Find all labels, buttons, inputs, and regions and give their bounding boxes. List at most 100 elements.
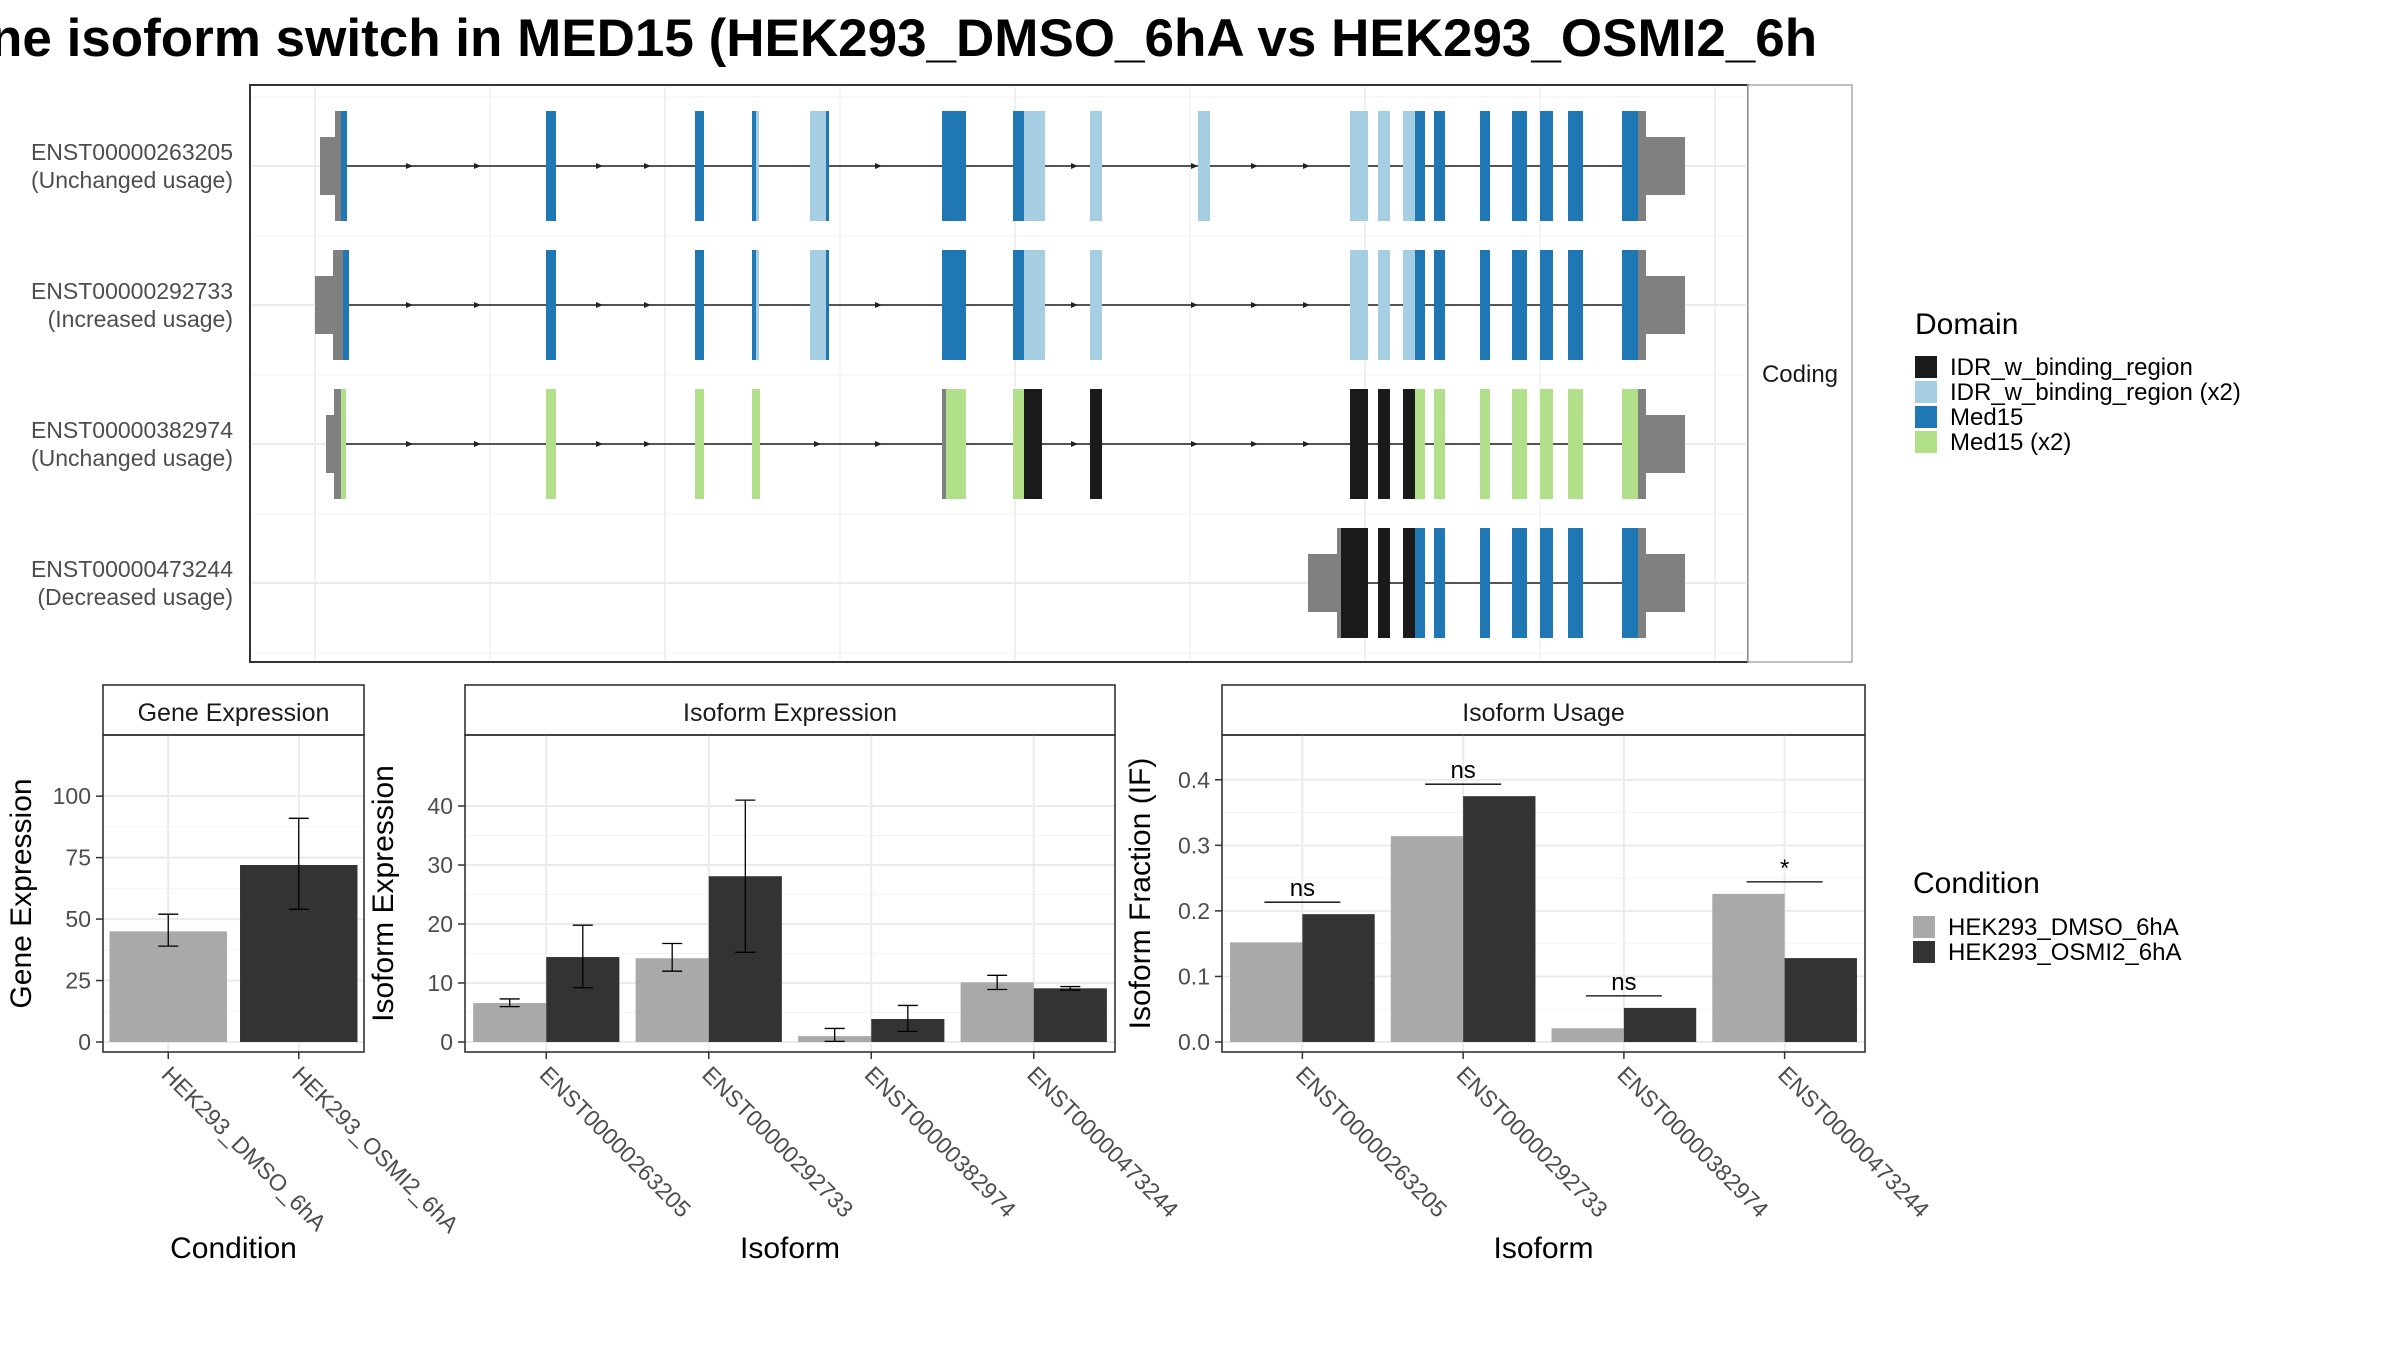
transcript-status-label: (Unchanged usage) — [31, 445, 233, 471]
exon-utr — [1638, 389, 1646, 499]
domain-legend-swatch — [1915, 381, 1937, 403]
bar — [635, 958, 709, 1042]
exon-med15 — [1622, 250, 1638, 360]
strand-arrow — [875, 163, 882, 169]
domain-legend-swatch — [1915, 406, 1937, 428]
strand-arrow — [474, 441, 481, 447]
main-title: ne isoform switch in MED15 (HEK293_DMSO_… — [0, 9, 1817, 68]
chart-panel: Isoform Usage ns ns ns * 0.0 0.1 0.2 0.3 0.4 ENST0… — [1124, 684, 1934, 1265]
strand-arrow — [1191, 441, 1198, 447]
exon-med15 — [1480, 250, 1490, 360]
utr5-block — [1337, 528, 1341, 638]
transcript-row: ENST00000382974(Unchanged usage) — [31, 389, 1685, 499]
bar — [1463, 796, 1536, 1042]
exon-idr — [1350, 389, 1368, 499]
transcript-status-label: (Decreased usage) — [37, 584, 233, 610]
exon-idr-x2 — [756, 250, 759, 360]
y-tick-label: 0.0 — [1178, 1029, 1210, 1055]
exon-med15 — [1013, 111, 1024, 221]
bar — [1230, 942, 1303, 1042]
exon-med15-x2 — [341, 389, 346, 499]
y-tick-label: 20 — [427, 911, 453, 937]
utr5-block — [333, 250, 343, 360]
domain-legend-label: Med15 (x2) — [1950, 429, 2071, 456]
exon-med15 — [1434, 528, 1445, 638]
bar — [1623, 1007, 1697, 1042]
transcript-id-label: ENST00000263205 — [31, 139, 233, 165]
strand-arrow — [1191, 163, 1198, 169]
strand-arrow — [644, 163, 651, 169]
exon-med15 — [343, 250, 349, 360]
y-axis-title: Gene Expression — [5, 778, 38, 1008]
strand-arrow — [875, 302, 882, 308]
bar — [473, 1003, 547, 1042]
significance-label: * — [1780, 855, 1789, 882]
x-tick-label: ENST00000473244 — [1773, 1061, 1934, 1222]
bar — [1551, 1028, 1624, 1042]
exon-med15 — [546, 250, 556, 360]
exon-idr-x2 — [1198, 111, 1210, 221]
exon-idr-x2 — [756, 111, 759, 221]
exon-idr — [1341, 528, 1368, 638]
utr5-block — [315, 276, 333, 334]
error-bar — [288, 817, 309, 910]
chart-panel: Isoform Expression 0 10 20 30 40 ENST000002632… — [367, 684, 1184, 1265]
error-bar — [572, 924, 593, 989]
exon-med15-x2 — [946, 389, 966, 499]
exon-idr — [1090, 389, 1102, 499]
exon-med15 — [752, 250, 756, 360]
exon-med15 — [546, 111, 556, 221]
exon-med15 — [942, 111, 966, 221]
utr3-block — [1646, 137, 1685, 195]
chart-panel-border — [1221, 734, 1866, 1053]
bar — [1302, 914, 1375, 1042]
x-tick-label: ENST00000473244 — [1022, 1061, 1183, 1222]
bar — [1033, 988, 1107, 1042]
exon-idr — [1403, 528, 1415, 638]
exon-idr-x2 — [1024, 111, 1045, 221]
significance-label: ns — [1450, 757, 1475, 784]
exon-med15-x2 — [695, 389, 704, 499]
chart-panel-border — [102, 734, 365, 1053]
strand-arrow — [1071, 163, 1078, 169]
utr3-block — [1646, 415, 1685, 473]
structure-panel-border — [249, 84, 1749, 663]
exon-med15 — [826, 111, 829, 221]
x-tick-label: ENST00000263205 — [1291, 1061, 1452, 1222]
x-axis-title: Condition — [170, 1232, 297, 1265]
exon-med15 — [752, 111, 756, 221]
chart-title: Isoform Expression — [683, 699, 897, 727]
charts: Gene Expression0255075100HEK293_DMSO_6hA… — [5, 684, 1934, 1265]
y-axis-title: Isoform Expression — [367, 765, 400, 1022]
transcript-id-label: ENST00000473244 — [31, 556, 233, 582]
y-tick-label: 50 — [65, 906, 91, 932]
strand-arrow — [406, 441, 413, 447]
exon-med15-x2 — [1568, 389, 1583, 499]
y-tick-label: 40 — [427, 793, 453, 819]
exon-med15-x2 — [1540, 389, 1553, 499]
condition-legend-title: Condition — [1913, 867, 2040, 900]
chart-strip — [1221, 684, 1866, 736]
strand-arrow — [875, 441, 882, 447]
strand-arrow — [644, 441, 651, 447]
utr5-block — [335, 111, 341, 221]
significance-label: ns — [1611, 969, 1636, 996]
exon-med15 — [1568, 111, 1583, 221]
y-tick-label: 0.1 — [1178, 963, 1210, 989]
exon-idr-x2 — [1350, 111, 1368, 221]
strand-arrow — [596, 302, 603, 308]
domain-legend-swatch — [1915, 356, 1937, 378]
exon-med15-x2 — [752, 389, 760, 499]
exon-idr — [1378, 528, 1390, 638]
strand-arrow — [1191, 302, 1198, 308]
exon-med15 — [1622, 528, 1638, 638]
condition-legend-swatch — [1913, 941, 1935, 963]
utr3-block — [1646, 554, 1685, 612]
exon-med15 — [1434, 250, 1445, 360]
x-tick-label: ENST00000292733 — [697, 1061, 858, 1222]
exon-utr — [1638, 528, 1646, 638]
chart-title: Isoform Usage — [1462, 699, 1625, 727]
x-tick-label: ENST00000292733 — [1452, 1061, 1613, 1222]
